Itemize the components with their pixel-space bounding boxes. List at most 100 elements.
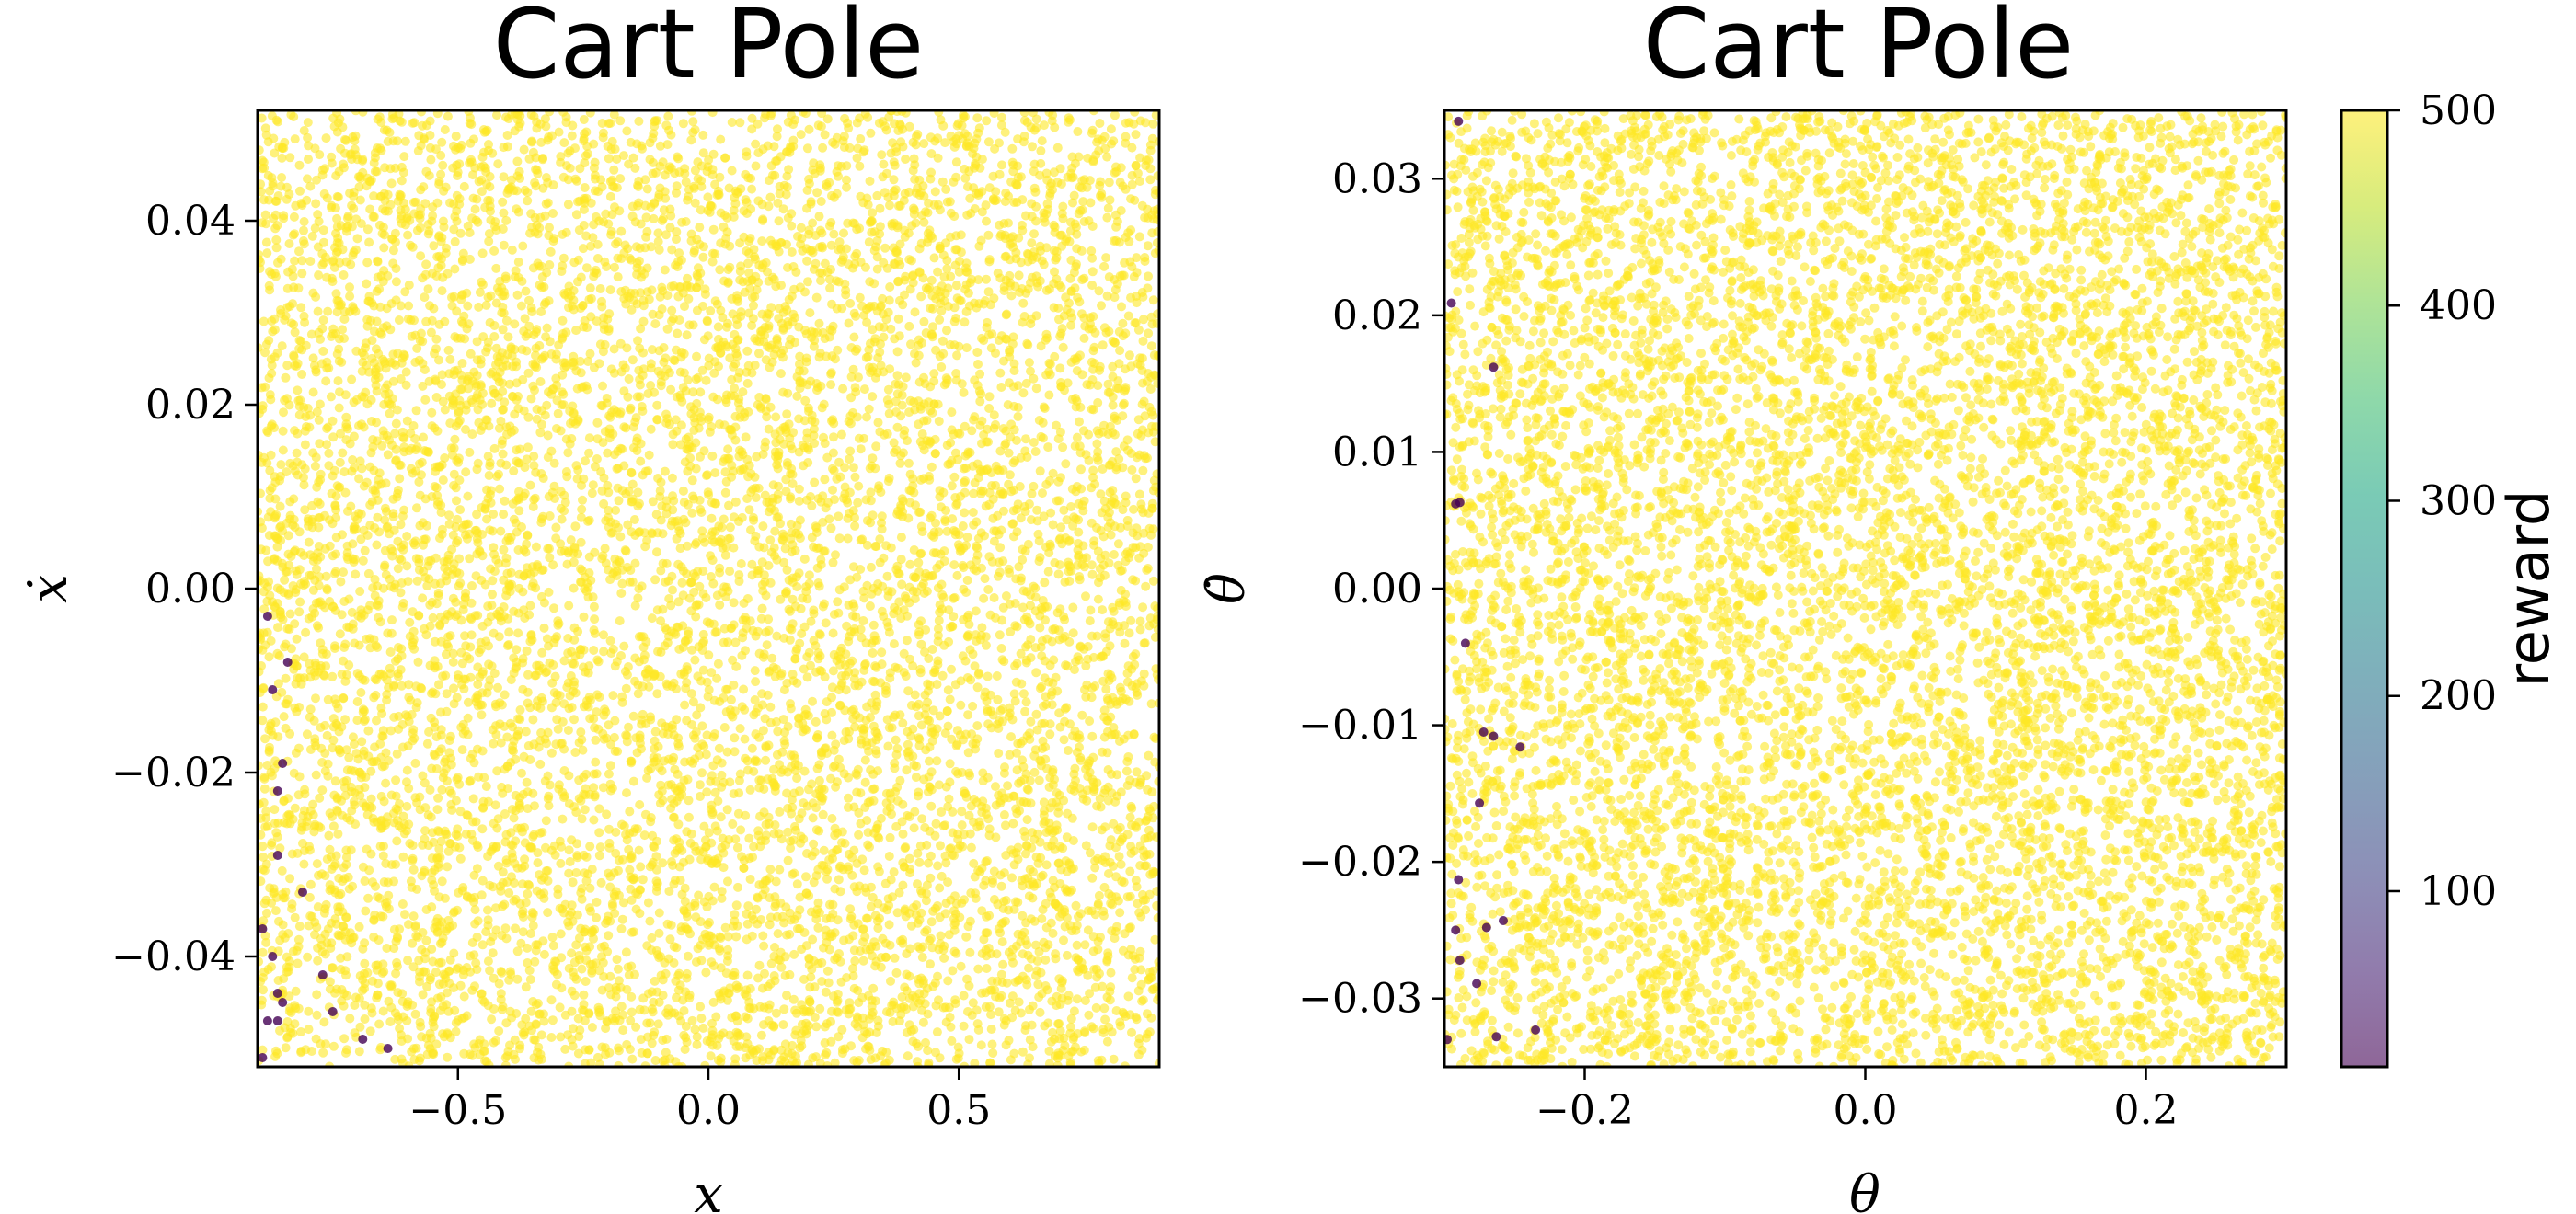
scatter-point: [938, 349, 949, 359]
scatter-point: [589, 163, 599, 173]
scatter-point: [259, 899, 270, 909]
scatter-point: [578, 495, 587, 505]
scatter-point: [942, 706, 952, 716]
scatter-point: [778, 387, 788, 397]
scatter-point: [680, 302, 689, 312]
scatter-point: [1018, 544, 1028, 555]
scatter-point: [937, 670, 948, 681]
scatter-point: [314, 623, 324, 633]
scatter-point: [453, 831, 463, 841]
scatter-point: [449, 683, 458, 693]
scatter-point: [363, 893, 374, 903]
scatter-point: [260, 734, 270, 744]
scatter-point: [259, 773, 270, 784]
scatter-point: [526, 1006, 536, 1016]
scatter-point: [432, 993, 443, 1003]
scatter-point: [1019, 116, 1029, 125]
scatter-point: [979, 593, 989, 603]
scatter-point: [717, 770, 727, 780]
scatter-point: [1061, 292, 1071, 303]
scatter-point: [317, 785, 328, 796]
scatter-point: [1044, 390, 1054, 400]
scatter-point: [944, 930, 954, 940]
scatter-point: [518, 241, 528, 251]
scatter-point: [543, 430, 553, 441]
scatter-point: [313, 956, 323, 966]
scatter-point: [1009, 359, 1019, 369]
scatter-point: [936, 931, 946, 941]
scatter-point: [385, 1017, 396, 1026]
scatter-point: [438, 396, 448, 407]
scatter-point: [1044, 677, 1054, 687]
scatter-point: [432, 805, 443, 815]
scatter-point: [529, 1053, 539, 1063]
scatter-point: [878, 933, 888, 944]
scatter-point: [916, 720, 926, 730]
scatter-point: [707, 110, 718, 118]
scatter-point: [1078, 197, 1088, 207]
scatter-point: [799, 928, 810, 937]
scatter-point: [293, 385, 303, 395]
scatter-point: [853, 498, 863, 508]
scatter-point: [1053, 569, 1064, 579]
scatter-point: [636, 862, 646, 872]
scatter-point: [1136, 911, 1146, 922]
scatter-point: [498, 901, 508, 911]
scatter-point: [993, 464, 1003, 475]
scatter-point: [809, 609, 819, 619]
scatter-point: [757, 603, 767, 613]
scatter-point: [865, 176, 875, 186]
scatter-point: [1149, 984, 1158, 994]
scatter-point: [868, 453, 878, 464]
scatter-point: [463, 491, 473, 501]
scatter-point: [357, 464, 367, 474]
scatter-point: [1012, 659, 1022, 669]
scatter-point: [650, 575, 661, 585]
scatter-point: [629, 515, 639, 524]
scatter-point: [1104, 272, 1114, 282]
scatter-point: [683, 375, 693, 385]
scatter-point: [438, 475, 448, 485]
scatter-point: [289, 212, 299, 222]
scatter-point: [813, 922, 823, 933]
scatter-point: [956, 961, 966, 971]
scatter-point: [795, 786, 804, 796]
scatter-point: [871, 441, 881, 452]
scatter-point: [922, 416, 932, 426]
scatter-point: [709, 368, 719, 378]
scatter-point: [926, 462, 937, 472]
scatter-point: [982, 116, 992, 126]
scatter-point: [766, 303, 776, 313]
scatter-point: [1036, 431, 1046, 441]
scatter-point: [729, 598, 739, 608]
scatter-point: [831, 739, 841, 750]
scatter-point: [509, 466, 519, 476]
scatter-point: [627, 991, 637, 1002]
scatter-point: [423, 229, 433, 239]
scatter-point: [875, 534, 885, 544]
scatter-point: [855, 946, 865, 956]
scatter-point: [270, 314, 280, 324]
scatter-point: [565, 857, 575, 866]
scatter-point: [461, 641, 471, 651]
scatter-point: [488, 948, 498, 958]
scatter-point: [977, 623, 987, 633]
scatter-point: [1028, 1001, 1038, 1011]
scatter-point: [868, 208, 878, 218]
scatter-point: [795, 1043, 805, 1053]
scatter-point: [444, 785, 454, 796]
scatter-point: [900, 982, 910, 992]
scatter-point: [317, 248, 328, 258]
scatter-point: [1101, 253, 1111, 263]
scatter-point: [620, 363, 630, 373]
scatter-point: [677, 889, 687, 899]
scatter-point: [451, 1018, 461, 1028]
scatter-point: [839, 228, 848, 238]
scatter-point: [788, 994, 799, 1004]
scatter-point: [258, 876, 266, 887]
scatter-point: [654, 790, 664, 800]
scatter-point: [567, 948, 577, 958]
scatter-point: [982, 216, 991, 226]
scatter-point: [287, 899, 297, 910]
scatter-point: [832, 474, 842, 484]
